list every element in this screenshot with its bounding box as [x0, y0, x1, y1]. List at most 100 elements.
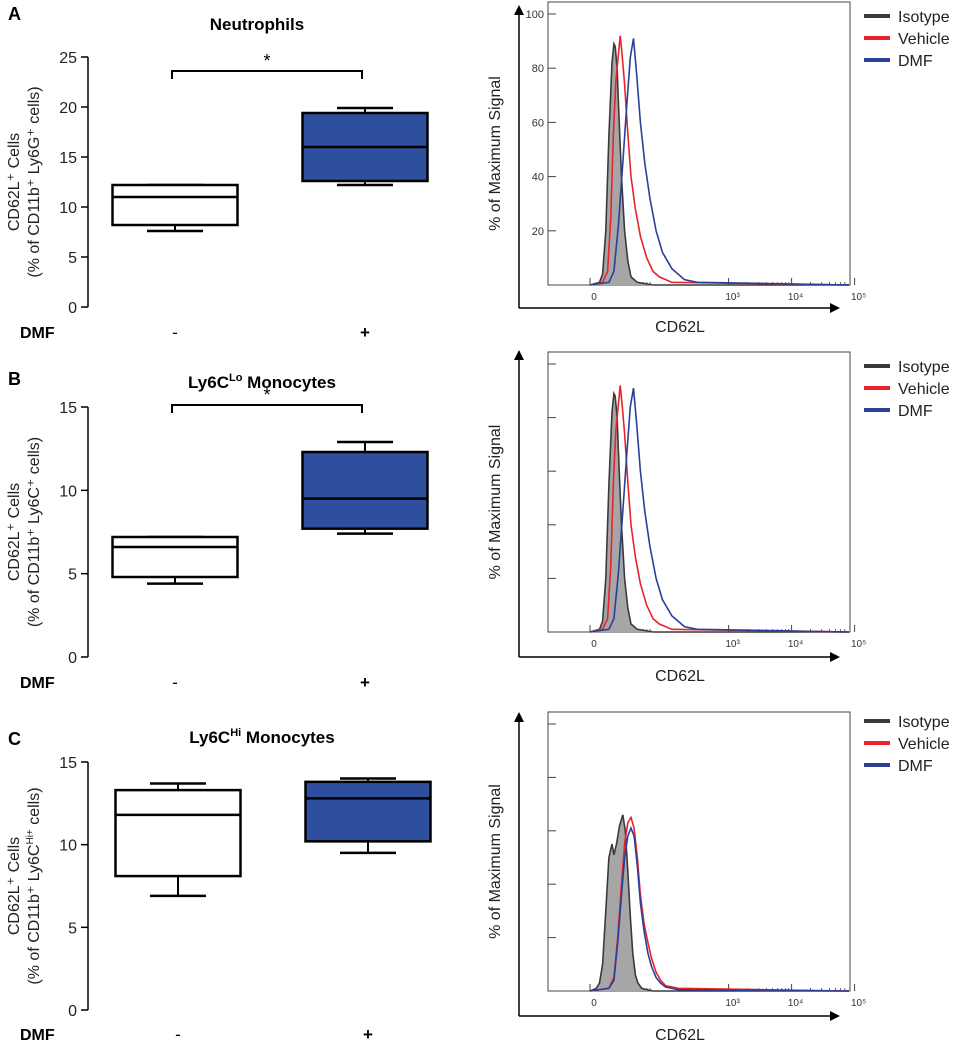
y-tick-label: 5	[68, 920, 77, 937]
y-axis-label-line2: (% of CD11b⁺ Ly6C⁺ cells)	[26, 437, 43, 627]
title-main: Ly6C	[188, 373, 229, 392]
histogram-panel-a: 20 40 60 80 100 0 10³ 10⁴ 10⁵ CD62L % of Maximum S…	[487, 1, 950, 336]
significance-star: *	[263, 385, 270, 405]
legend-label-dmf: DMF	[898, 53, 933, 70]
y-axis-arrowhead	[514, 350, 524, 360]
series-line-vehicle	[589, 385, 850, 633]
chart-title: Neutrophils	[210, 15, 304, 34]
title-sup: Lo	[229, 372, 243, 384]
box-panel-c: C Ly6CHi Monocytes 0 5 10 15 CD62L⁺ Cells (% of…	[6, 727, 432, 1044]
group-label: DMF	[20, 675, 55, 692]
y-tick-label: 10	[59, 200, 77, 217]
legend-label-isotype: Isotype	[898, 9, 950, 26]
y-tick-label: 0	[68, 650, 77, 667]
series-line-dmf	[589, 387, 850, 633]
box-plus	[301, 106, 429, 187]
box-minus	[111, 183, 239, 233]
x-tick-label: 10⁵	[851, 639, 866, 650]
box-iqr	[301, 450, 429, 530]
box-panel-a: A Neutrophils 0 5 10 15 20 25 CD62L⁺ Cells (% of …	[6, 4, 429, 342]
series-fill-isotype	[590, 393, 849, 632]
x-axis-label: CD62L	[655, 1027, 705, 1044]
y-label-main: (% of CD11b⁺ Ly6C	[26, 845, 43, 985]
y-label-sup: Hi+	[25, 829, 36, 844]
y-label-main: (% of CD11b⁺ Ly6C⁺ cells)	[26, 437, 43, 627]
box-iqr	[111, 535, 239, 579]
legend-label-vehicle: Vehicle	[898, 736, 950, 753]
significance-bracket	[171, 404, 363, 413]
title-rest: Monocytes	[242, 373, 336, 392]
histogram-panel-c: 0 10³ 10⁴ 10⁵ CD62L % of Maximum Signal Isotyp…	[487, 711, 950, 1044]
series-line-vehicle	[589, 35, 850, 286]
x-tick-label: 0	[591, 998, 597, 1009]
y-label-end: cells)	[26, 787, 43, 829]
title-main: Ly6C	[189, 728, 230, 747]
chart-title: Ly6CLo Monocytes	[188, 372, 336, 392]
y-tick-label: 20	[59, 100, 77, 117]
y-axis-label-line1: CD62L⁺ Cells	[6, 483, 23, 581]
x-tick-label: 10³	[725, 998, 740, 1009]
x-tick-label: 10⁴	[788, 639, 803, 650]
category-label: +	[360, 323, 370, 342]
x-tick-label: 10⁴	[788, 292, 803, 303]
panel-label: B	[8, 369, 21, 389]
y-axis-arrowhead	[514, 712, 524, 722]
x-tick-label: 10⁵	[851, 998, 866, 1009]
y-tick-label: 0	[68, 300, 77, 317]
x-tick-label: 10⁵	[851, 292, 866, 303]
plot-frame	[547, 711, 851, 992]
legend-label-dmf: DMF	[898, 403, 933, 420]
y-tick-label: 40	[532, 172, 544, 184]
x-axis-arrowhead	[830, 303, 840, 313]
y-axis-label-line2: (% of CD11b⁺ Ly6CHi+ cells)	[25, 787, 43, 984]
box-plus	[304, 777, 432, 855]
y-tick-label: 80	[532, 63, 544, 75]
legend-label-vehicle: Vehicle	[898, 381, 950, 398]
y-tick-label: 100	[526, 9, 544, 21]
series-fill-isotype	[590, 814, 849, 991]
y-tick-label: 10	[59, 838, 77, 855]
title-rest: Monocytes	[241, 728, 335, 747]
histogram-panel-b: 0 10³ 10⁴ 10⁵ CD62L % of Maximum Signal Isotyp…	[487, 350, 950, 685]
box-plus	[301, 440, 429, 535]
y-tick-label: 10	[59, 483, 77, 500]
title-sup: Hi	[230, 727, 241, 739]
x-tick-label: 10³	[725, 292, 740, 303]
group-label: DMF	[20, 325, 55, 342]
y-tick-label: 0	[68, 1003, 77, 1020]
significance-star: *	[263, 51, 270, 71]
x-tick-label: 10⁴	[788, 998, 803, 1009]
category-label: +	[363, 1025, 373, 1044]
y-tick-label: 15	[59, 755, 77, 772]
y-axis-arrowhead	[514, 5, 524, 15]
box-iqr	[111, 183, 239, 227]
box-panel-b: B Ly6CLo Monocytes 0 5 10 15 CD62L⁺ Cells (% of…	[6, 369, 429, 692]
y-axis-label-line1: CD62L⁺ Cells	[6, 133, 23, 231]
series-line-dmf	[589, 38, 850, 286]
panel-label: A	[8, 4, 21, 24]
significance-bracket	[171, 70, 363, 79]
y-tick-label: 15	[59, 400, 77, 417]
x-tick-label: 10³	[725, 639, 740, 650]
x-axis-label: CD62L	[655, 319, 705, 336]
plot-frame	[547, 351, 851, 633]
series-fill-isotype	[590, 43, 849, 285]
category-label: +	[360, 673, 370, 692]
box-iqr	[114, 788, 242, 878]
legend-label-dmf: DMF	[898, 758, 933, 775]
y-axis-label-line1: CD62L⁺ Cells	[6, 837, 23, 935]
group-label: DMF	[20, 1027, 55, 1044]
series-line-dmf	[589, 825, 850, 992]
y-label-main: (% of CD11b⁺ Ly6G⁺ cells)	[26, 86, 43, 277]
y-axis-label-line2: (% of CD11b⁺ Ly6G⁺ cells)	[26, 86, 43, 277]
y-axis-label: % of Maximum Signal	[487, 784, 504, 939]
x-axis-label: CD62L	[655, 668, 705, 685]
legend-label-isotype: Isotype	[898, 714, 950, 731]
category-label: -	[172, 673, 178, 692]
title-main: Neutrophils	[210, 15, 304, 34]
legend-label-vehicle: Vehicle	[898, 31, 950, 48]
y-tick-label: 25	[59, 50, 77, 67]
x-tick-label: 0	[591, 639, 597, 650]
